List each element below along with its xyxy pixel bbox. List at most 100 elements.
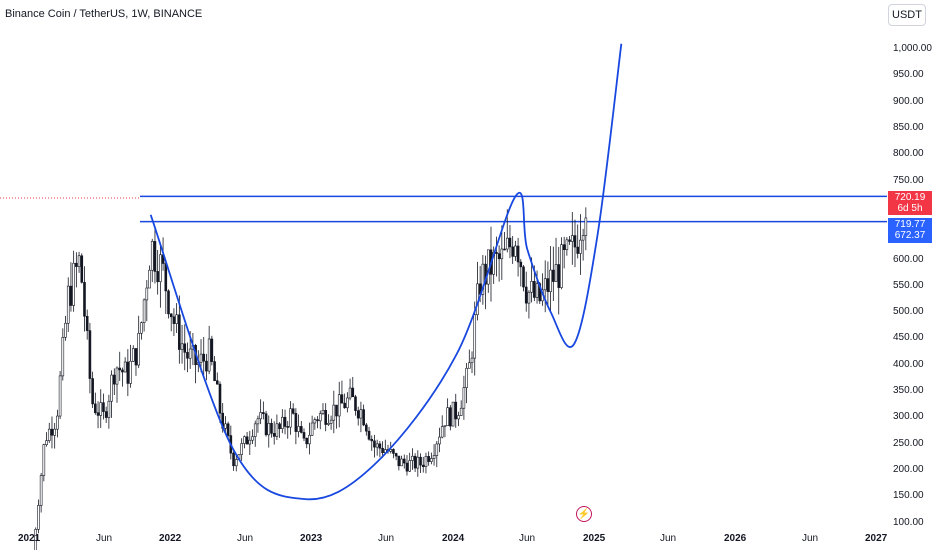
price-axis-label: 950.00 xyxy=(893,69,924,81)
lightning-bolt-icon[interactable]: ⚡ xyxy=(576,506,592,522)
time-axis-month-label: Jun xyxy=(237,533,254,544)
candle-body xyxy=(50,428,54,436)
price-axis-label: 100.00 xyxy=(893,516,924,528)
currency-button[interactable]: USDT xyxy=(888,4,926,26)
candle-body xyxy=(153,241,157,272)
candle-body xyxy=(234,459,238,467)
candle-body xyxy=(169,313,173,318)
candle-body xyxy=(102,402,105,412)
candle-body xyxy=(495,252,498,254)
price-axis-label: 300.00 xyxy=(893,411,924,423)
candle-body xyxy=(207,338,211,372)
candle-body xyxy=(245,436,249,445)
time-axis-year-label: 2025 xyxy=(583,533,606,544)
candle-body xyxy=(272,433,276,437)
candle-body xyxy=(351,387,355,398)
candle-body xyxy=(554,264,558,282)
candle-body xyxy=(167,290,170,315)
candle-body xyxy=(354,396,357,411)
candle-body xyxy=(549,269,552,293)
candle-body xyxy=(69,285,73,306)
candle-body xyxy=(440,426,444,438)
candle-body xyxy=(113,374,116,385)
candle-body xyxy=(419,456,422,466)
candle-body xyxy=(47,428,51,441)
candle-body xyxy=(324,409,327,425)
candle-body xyxy=(465,367,468,388)
candle-body xyxy=(519,261,523,268)
time-axis-year-label: 2027 xyxy=(865,533,888,544)
candle-body xyxy=(562,244,566,250)
candle-body xyxy=(557,264,561,288)
candle-body xyxy=(432,455,436,459)
candle-body xyxy=(381,447,384,453)
price-axis-label: 450.00 xyxy=(893,332,924,344)
price-axis-label: 250.00 xyxy=(893,437,924,449)
candle-body xyxy=(573,235,577,248)
candle-body xyxy=(94,403,97,414)
price-axis-label: 500.00 xyxy=(893,306,924,318)
candle-body xyxy=(430,458,433,462)
price-axis-label: 800.00 xyxy=(893,148,924,160)
candle-body xyxy=(305,437,309,445)
candle-body xyxy=(131,348,135,362)
level-bottom-value: 672.37 xyxy=(894,230,926,241)
candle-body xyxy=(213,361,216,381)
time-axis-year-label: 2026 xyxy=(724,533,747,544)
candle-body xyxy=(446,407,449,427)
candle-body xyxy=(332,404,336,421)
candle-body xyxy=(373,440,376,448)
candle-body xyxy=(178,314,181,350)
candle-body xyxy=(39,475,43,506)
candle-body xyxy=(37,505,40,530)
candle-body xyxy=(281,416,284,429)
time-axis-month-label: Jun xyxy=(378,533,395,544)
candle-body xyxy=(83,282,86,317)
candle-body xyxy=(367,430,371,440)
candle-body xyxy=(416,456,420,469)
candle-body xyxy=(543,278,547,291)
candle-body xyxy=(449,407,452,427)
time-axis-month-label: Jun xyxy=(519,533,536,544)
candle-body xyxy=(34,529,38,550)
candle-body xyxy=(224,423,227,429)
time-axis-year-label: 2023 xyxy=(300,533,323,544)
candle-body xyxy=(64,322,67,338)
candle-body xyxy=(535,283,539,298)
candle-body xyxy=(159,254,162,283)
candle-body xyxy=(121,369,124,373)
time-axis-month-label: Jun xyxy=(802,533,819,544)
candle-body xyxy=(164,263,168,292)
candle-body xyxy=(308,434,311,445)
price-axis-label: 750.00 xyxy=(893,174,924,186)
candle-body xyxy=(294,413,298,432)
candlestick-series xyxy=(34,207,588,550)
candle-body xyxy=(514,245,517,257)
price-axis-label: 900.00 xyxy=(893,95,924,107)
candle-body xyxy=(356,410,360,419)
candle-body xyxy=(104,411,108,418)
candle-body xyxy=(134,348,138,366)
candle-body xyxy=(318,413,322,422)
candle-body xyxy=(413,455,417,469)
candle-body xyxy=(202,353,206,362)
candle-body xyxy=(335,404,338,417)
price-axis-label: 150.00 xyxy=(893,490,924,502)
candle-body xyxy=(424,456,428,468)
candle-body xyxy=(186,352,189,359)
candle-body xyxy=(297,426,300,432)
candle-body xyxy=(123,361,127,373)
candle-body xyxy=(565,239,569,250)
candle-body xyxy=(527,291,531,304)
candle-body xyxy=(408,460,411,472)
price-axis-label: 600.00 xyxy=(893,253,924,265)
candle-body xyxy=(156,271,159,283)
candle-body xyxy=(58,375,62,417)
candle-body xyxy=(454,401,458,420)
candle-body xyxy=(310,422,314,436)
candle-body xyxy=(457,415,460,420)
candle-body xyxy=(581,235,585,241)
candle-body xyxy=(180,343,184,350)
candle-body xyxy=(402,458,406,464)
